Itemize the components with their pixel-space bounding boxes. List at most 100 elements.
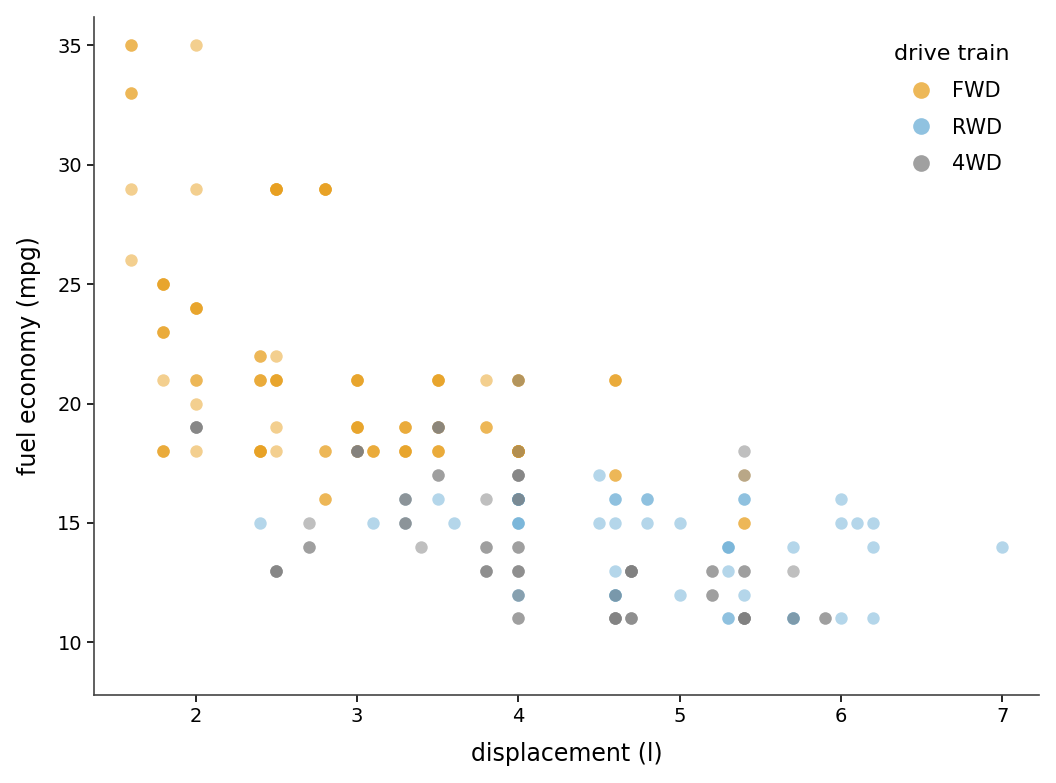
Point: [510, 445, 527, 457]
Point: [639, 493, 656, 505]
Point: [606, 588, 623, 601]
Point: [672, 517, 689, 529]
Point: [187, 373, 204, 386]
Point: [719, 540, 736, 553]
Point: [397, 421, 414, 434]
Point: [429, 373, 446, 386]
Point: [397, 445, 414, 457]
Point: [477, 421, 494, 434]
Point: [268, 445, 285, 457]
Point: [510, 493, 527, 505]
Point: [364, 445, 381, 457]
Point: [510, 588, 527, 601]
Point: [719, 540, 736, 553]
Point: [736, 517, 753, 529]
Point: [719, 612, 736, 625]
Point: [606, 469, 623, 482]
Point: [155, 445, 172, 457]
Point: [268, 565, 285, 577]
Point: [187, 445, 204, 457]
Point: [510, 493, 527, 505]
Point: [590, 469, 607, 482]
Point: [510, 469, 527, 482]
Point: [510, 445, 527, 457]
Point: [348, 373, 365, 386]
Point: [316, 182, 333, 195]
Point: [187, 373, 204, 386]
Point: [510, 493, 527, 505]
Point: [348, 421, 365, 434]
Point: [155, 278, 172, 290]
Point: [510, 373, 527, 386]
Point: [606, 612, 623, 625]
Y-axis label: fuel economy (mpg): fuel economy (mpg): [17, 236, 41, 475]
Point: [364, 445, 381, 457]
Point: [784, 612, 800, 625]
Point: [187, 182, 204, 195]
Point: [816, 612, 833, 625]
Point: [623, 565, 640, 577]
Point: [784, 612, 800, 625]
Point: [429, 373, 446, 386]
Point: [348, 445, 365, 457]
Point: [703, 565, 720, 577]
Point: [429, 373, 446, 386]
Point: [703, 565, 720, 577]
Point: [364, 445, 381, 457]
Point: [606, 493, 623, 505]
Point: [122, 87, 139, 99]
Point: [736, 469, 753, 482]
Point: [348, 421, 365, 434]
Point: [510, 588, 527, 601]
Point: [606, 493, 623, 505]
Point: [251, 349, 268, 362]
Point: [155, 445, 172, 457]
Point: [316, 182, 333, 195]
Point: [155, 326, 172, 338]
Point: [251, 373, 268, 386]
Point: [510, 445, 527, 457]
Point: [268, 182, 285, 195]
Point: [477, 540, 494, 553]
Point: [865, 540, 882, 553]
Point: [510, 565, 527, 577]
Point: [865, 517, 882, 529]
Point: [316, 493, 333, 505]
Point: [397, 493, 414, 505]
Point: [832, 612, 849, 625]
Point: [122, 182, 139, 195]
Point: [477, 373, 494, 386]
Point: [703, 588, 720, 601]
Point: [155, 326, 172, 338]
Point: [155, 445, 172, 457]
Point: [832, 517, 849, 529]
Point: [623, 565, 640, 577]
Point: [397, 493, 414, 505]
Point: [994, 540, 1011, 553]
Point: [510, 445, 527, 457]
Point: [736, 517, 753, 529]
Point: [268, 182, 285, 195]
Point: [268, 182, 285, 195]
Point: [251, 517, 268, 529]
Point: [736, 612, 753, 625]
Point: [397, 517, 414, 529]
Point: [187, 301, 204, 314]
Point: [510, 517, 527, 529]
Point: [446, 517, 463, 529]
Point: [623, 565, 640, 577]
Point: [623, 565, 640, 577]
Point: [477, 421, 494, 434]
Point: [251, 445, 268, 457]
Point: [477, 565, 494, 577]
Point: [268, 373, 285, 386]
Point: [510, 373, 527, 386]
Point: [639, 493, 656, 505]
Point: [606, 588, 623, 601]
Point: [719, 540, 736, 553]
Point: [510, 445, 527, 457]
Point: [719, 565, 736, 577]
Point: [784, 612, 800, 625]
Point: [316, 182, 333, 195]
Point: [849, 517, 866, 529]
